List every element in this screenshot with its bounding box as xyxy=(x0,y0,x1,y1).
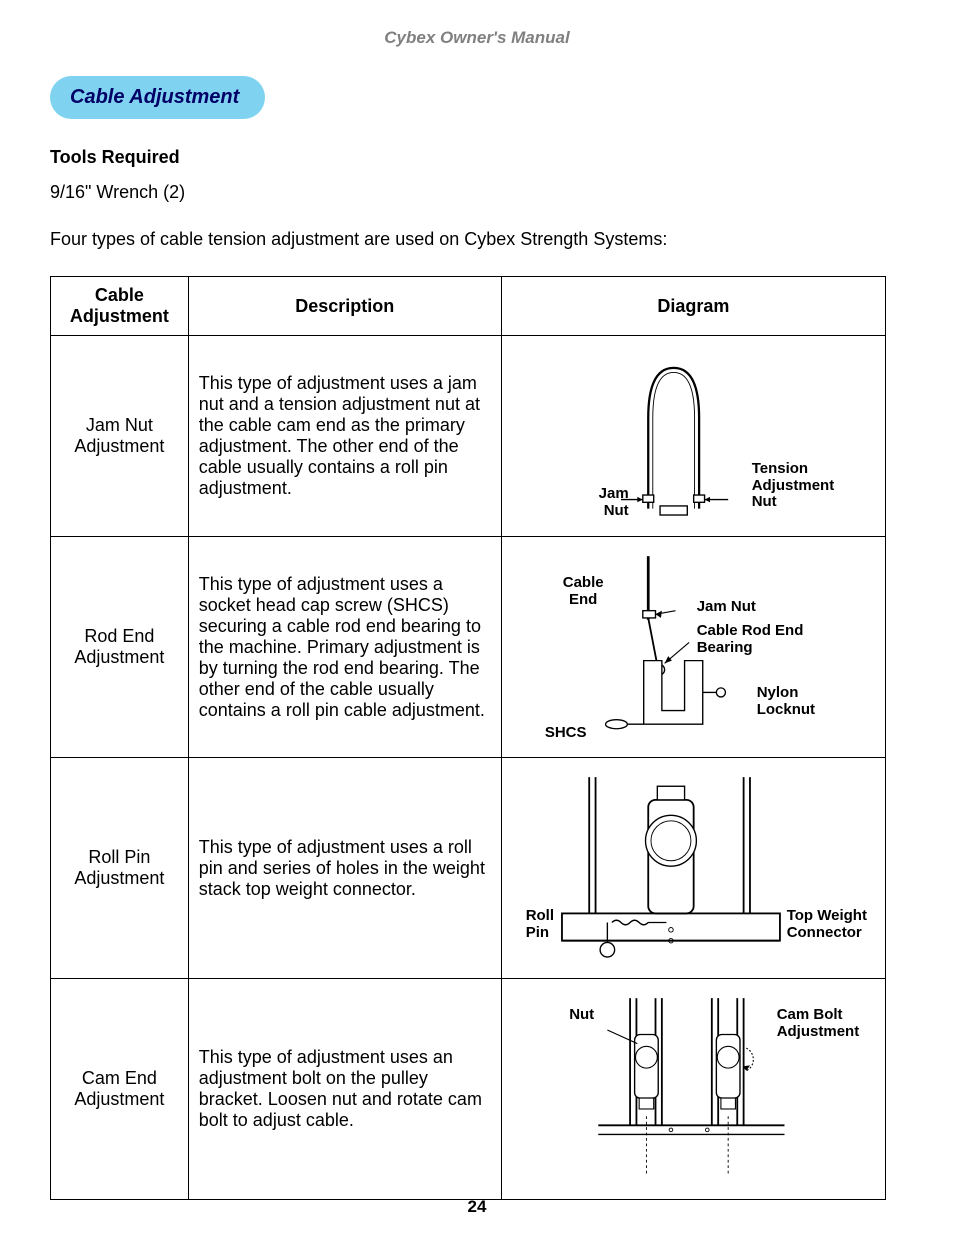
adj-name-line2: Adjustment xyxy=(74,647,164,667)
diagram-cell: Nut Cam BoltAdjustment xyxy=(501,979,885,1200)
diagram-rod-end: CableEnd Jam Nut Cable Rod EndBearing Ny… xyxy=(512,547,875,747)
adj-name-line1: Rod End xyxy=(84,626,154,646)
adj-name-line2: Adjustment xyxy=(74,868,164,888)
table-row: Rod End Adjustment This type of adjustme… xyxy=(51,537,886,758)
cable-adjustment-table: Cable Adjustment Description Diagram Jam… xyxy=(50,276,886,1200)
diagram-cell: JamNut TensionAdjustmentNut xyxy=(501,336,885,537)
tools-required-heading: Tools Required xyxy=(50,147,904,168)
adjustment-name-cell: Cam End Adjustment xyxy=(51,979,189,1200)
adjustment-name-cell: Roll Pin Adjustment xyxy=(51,758,189,979)
running-head: Cybex Owner's Manual xyxy=(50,28,904,48)
label-jam-nut: JamNut xyxy=(574,486,629,519)
table-header-row: Cable Adjustment Description Diagram xyxy=(51,277,886,336)
tools-required-text: 9/16" Wrench (2) xyxy=(50,182,904,203)
th-adjustment: Cable Adjustment xyxy=(51,277,189,336)
adjustment-name-cell: Jam Nut Adjustment xyxy=(51,336,189,537)
label-nylon-locknut: NylonLocknut xyxy=(757,685,847,718)
label-shcs: SHCS xyxy=(536,725,596,742)
manual-page: Cybex Owner's Manual Cable Adjustment To… xyxy=(0,0,954,1235)
label-tension-nut: TensionAdjustmentNut xyxy=(752,461,862,511)
label-nut: Nut xyxy=(562,1007,602,1024)
label-roll-pin: RollPin xyxy=(526,908,566,941)
adjustment-name-cell: Rod End Adjustment xyxy=(51,537,189,758)
label-top-weight-connector: Top WeightConnector xyxy=(787,908,897,941)
adj-name-line1: Jam Nut xyxy=(86,415,153,435)
label-cam-bolt-adjustment: Cam BoltAdjustment xyxy=(777,1007,887,1040)
section-title-pill: Cable Adjustment xyxy=(50,76,265,119)
page-number: 24 xyxy=(0,1197,954,1217)
adj-name-line1: Roll Pin xyxy=(88,847,150,867)
table-row: Roll Pin Adjustment This type of adjustm… xyxy=(51,758,886,979)
intro-text: Four types of cable tension adjustment a… xyxy=(50,229,904,250)
label-rod-jam-nut: Jam Nut xyxy=(697,599,787,616)
table-row: Jam Nut Adjustment This type of adjustme… xyxy=(51,336,886,537)
diagram-roll-pin: RollPin Top WeightConnector xyxy=(512,768,875,968)
diagram-cell: RollPin Top WeightConnector xyxy=(501,758,885,979)
description-cell: This type of adjustment uses a socket he… xyxy=(188,537,501,758)
description-cell: This type of adjustment uses an adjustme… xyxy=(188,979,501,1200)
th-description: Description xyxy=(188,277,501,336)
label-rod-end-bearing: Cable Rod EndBearing xyxy=(697,623,837,656)
table-row: Cam End Adjustment This type of adjustme… xyxy=(51,979,886,1200)
adj-name-line2: Adjustment xyxy=(74,436,164,456)
diagram-jam-nut: JamNut TensionAdjustmentNut xyxy=(512,346,875,526)
adj-name-line2: Adjustment xyxy=(74,1089,164,1109)
th-diagram: Diagram xyxy=(501,277,885,336)
diagram-cam-end: Nut Cam BoltAdjustment xyxy=(512,989,875,1189)
description-cell: This type of adjustment uses a jam nut a… xyxy=(188,336,501,537)
label-cable-end: CableEnd xyxy=(556,575,611,608)
description-cell: This type of adjustment uses a roll pin … xyxy=(188,758,501,979)
adj-name-line1: Cam End xyxy=(82,1068,157,1088)
diagram-cell: CableEnd Jam Nut Cable Rod EndBearing Ny… xyxy=(501,537,885,758)
